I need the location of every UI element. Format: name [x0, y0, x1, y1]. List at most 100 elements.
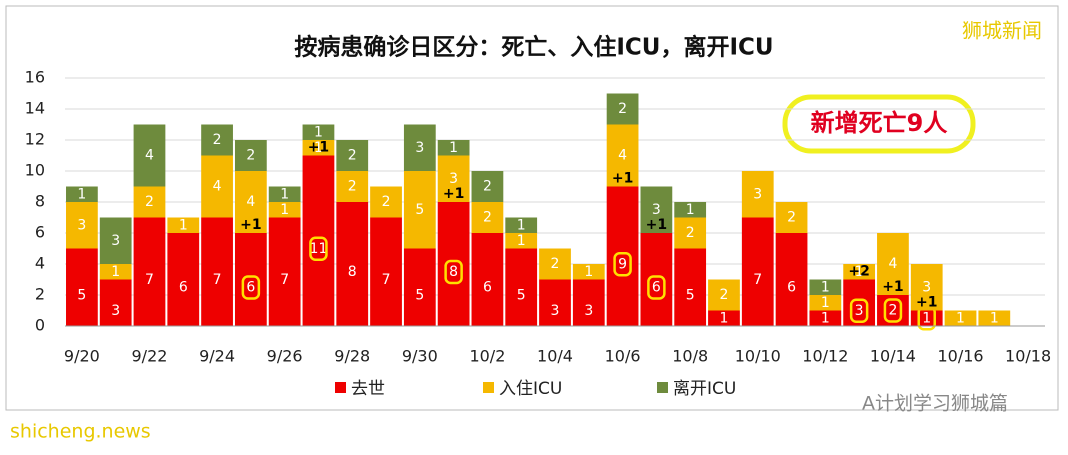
bar-segment: [336, 202, 369, 326]
bar-segment: [336, 140, 369, 171]
bar-segment: [572, 264, 605, 280]
data-label: 1: [449, 140, 458, 156]
data-label: 3: [584, 303, 593, 319]
x-tick-label: 10/12: [802, 347, 848, 366]
legend-label: 去世: [351, 379, 385, 399]
bar-segment: [370, 217, 402, 326]
data-label: 1: [280, 186, 289, 202]
bar-segment: [234, 171, 267, 233]
bar-segment: [302, 124, 335, 140]
new-death-label: +1: [916, 295, 937, 311]
data-label: 8: [449, 264, 458, 280]
data-label: 3: [111, 303, 120, 319]
data-label: 7: [280, 272, 289, 288]
data-label: 1: [720, 310, 729, 326]
data-label: 1: [517, 233, 526, 249]
data-label: 2: [246, 148, 255, 164]
data-label: 3: [753, 186, 762, 202]
data-label: 2: [686, 225, 695, 241]
bar-segment: [167, 217, 200, 233]
data-label: 5: [686, 287, 695, 303]
y-tick-label: 0: [35, 316, 45, 335]
data-label: 2: [483, 179, 492, 195]
bar-segment: [877, 233, 909, 295]
bar-segment: [708, 310, 740, 326]
bar-segment: [437, 202, 470, 326]
data-label: 6: [179, 280, 188, 296]
plot: 02468101214169/205313139/22724619/247426…: [25, 68, 1052, 400]
bar-segment: [66, 202, 98, 249]
bar-segment: [674, 217, 707, 249]
data-label: 1: [77, 186, 86, 202]
bar-segment: [437, 155, 470, 202]
y-tick-label: 8: [35, 192, 45, 211]
data-label: 9: [618, 256, 627, 272]
bar-segment: [978, 310, 1011, 326]
x-tick-label: 10/18: [1005, 347, 1051, 366]
bar-segment: [99, 217, 132, 264]
data-label: 8: [348, 264, 357, 280]
data-label: 2: [720, 287, 729, 303]
data-label: 2: [348, 179, 357, 195]
data-label: 1: [314, 140, 323, 156]
data-label: 2: [145, 194, 154, 210]
y-tick-label: 12: [25, 130, 45, 149]
legend-swatch: [335, 382, 346, 393]
data-label: 4: [246, 194, 255, 210]
data-label: 5: [415, 287, 424, 303]
x-tick-label: 10/16: [937, 347, 983, 366]
bar-segment: [471, 233, 504, 326]
bar-segment: [741, 217, 774, 326]
watermark: shicheng.news: [10, 421, 151, 443]
bar-segment: [809, 279, 842, 295]
bar-segment: [302, 140, 335, 156]
new-death-label: +1: [308, 140, 329, 156]
x-tick-label: 10/8: [672, 347, 708, 366]
bar-segment: [505, 217, 538, 233]
data-label: 1: [111, 264, 120, 280]
new-death-label: +1: [240, 217, 261, 233]
bar-segment: [133, 186, 166, 218]
x-tick-label: 10/14: [870, 347, 916, 366]
data-label: 5: [77, 287, 86, 303]
data-label: 1: [821, 295, 830, 311]
data-label: 4: [145, 148, 154, 164]
y-tick-label: 4: [35, 254, 45, 273]
highlight-circle: [613, 252, 632, 277]
highlight-circle: [444, 259, 463, 285]
bar-segment: [66, 248, 98, 326]
bar-segment: [843, 264, 876, 280]
bar-segment: [809, 310, 842, 326]
bar-segment: [606, 186, 639, 326]
data-label: 2: [483, 210, 492, 226]
bar-segment: [403, 171, 436, 249]
bar-segment: [606, 124, 639, 187]
data-label: 7: [145, 272, 154, 288]
data-label: 1: [821, 279, 830, 295]
data-label: 5: [415, 202, 424, 218]
highlight-circle: [849, 298, 869, 323]
bar-segment: [437, 140, 470, 156]
bar-segment: [201, 217, 233, 326]
bar-segment: [403, 124, 436, 171]
x-tick-label: 9/26: [267, 347, 303, 366]
data-label: 3: [77, 217, 86, 233]
highlight-circle: [241, 275, 261, 300]
data-label: 4: [213, 179, 222, 195]
data-label: 3: [111, 233, 120, 249]
data-label: 1: [517, 217, 526, 233]
bar-segment: [99, 264, 132, 280]
data-label: 3: [652, 202, 661, 218]
x-tick-label: 9/20: [64, 347, 100, 366]
bar-segment: [268, 217, 301, 326]
data-label: 1: [280, 202, 289, 218]
x-tick-label: 9/22: [132, 347, 168, 366]
bar-segment: [336, 171, 369, 202]
watermark: A计划学习狮城篇: [862, 393, 1008, 415]
data-label: 3: [449, 171, 458, 187]
bar-segment: [674, 202, 707, 218]
new-death-label: +1: [882, 279, 903, 295]
watermark: 狮城新闻: [962, 19, 1042, 43]
data-label: 5: [517, 287, 526, 303]
